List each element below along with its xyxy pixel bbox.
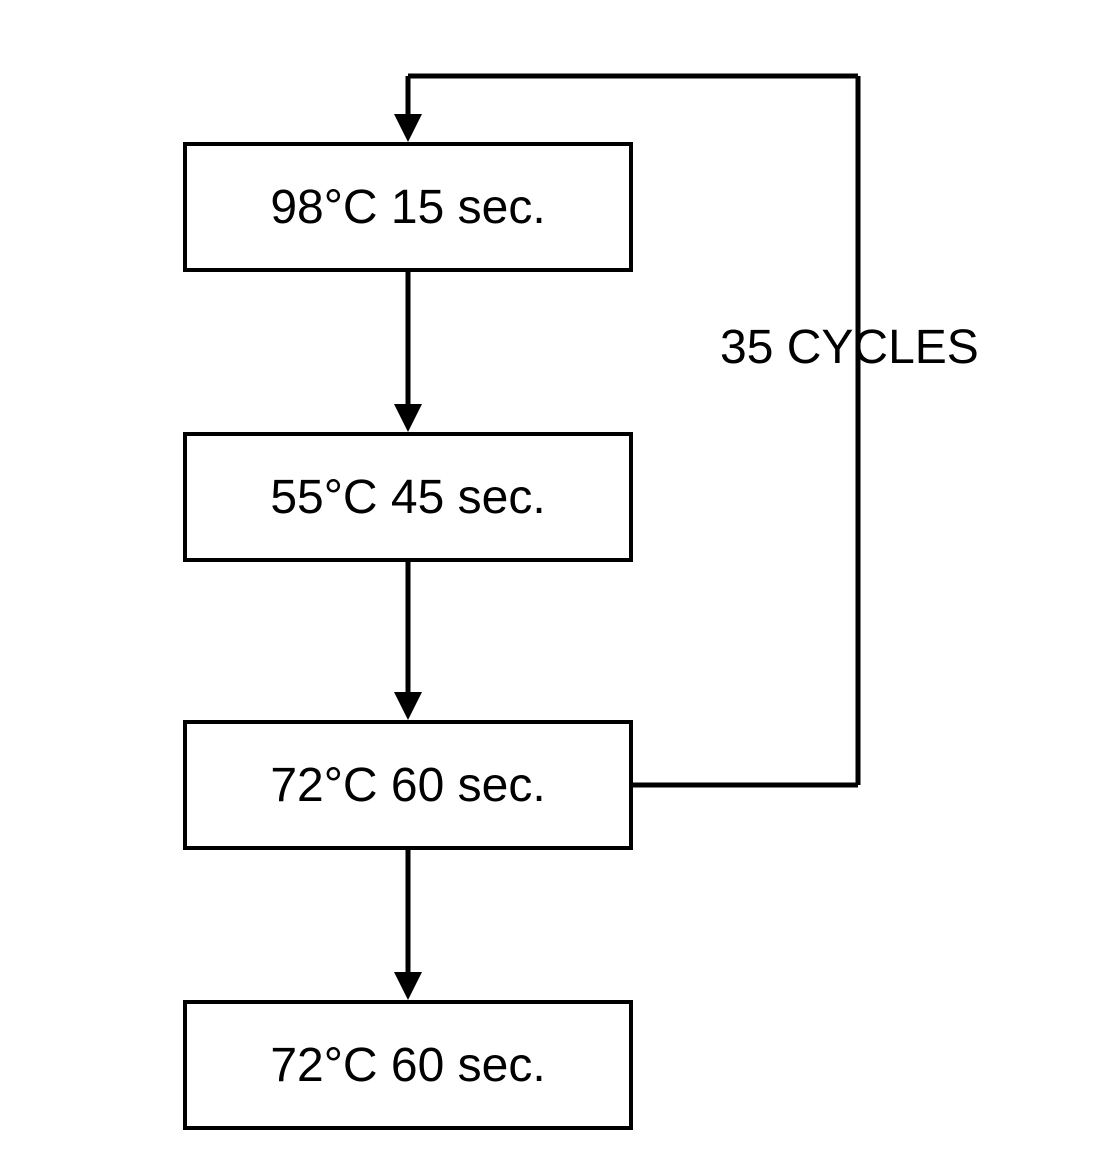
flow-node: 72°C 60 sec.	[183, 720, 633, 850]
flow-node-text: 98°C 15 sec.	[270, 180, 545, 235]
flow-node-text: 72°C 60 sec.	[270, 758, 545, 813]
flow-node: 98°C 15 sec.	[183, 142, 633, 272]
flow-node: 55°C 45 sec.	[183, 432, 633, 562]
flowchart-canvas: 98°C 15 sec. 55°C 45 sec. 72°C 60 sec. 72°C…	[0, 0, 1115, 1152]
flow-node: 72°C 60 sec.	[183, 1000, 633, 1130]
cycle-count-label: 35 CYCLES	[720, 320, 979, 375]
flow-node-text: 72°C 60 sec.	[270, 1038, 545, 1093]
flow-node-text: 55°C 45 sec.	[270, 470, 545, 525]
